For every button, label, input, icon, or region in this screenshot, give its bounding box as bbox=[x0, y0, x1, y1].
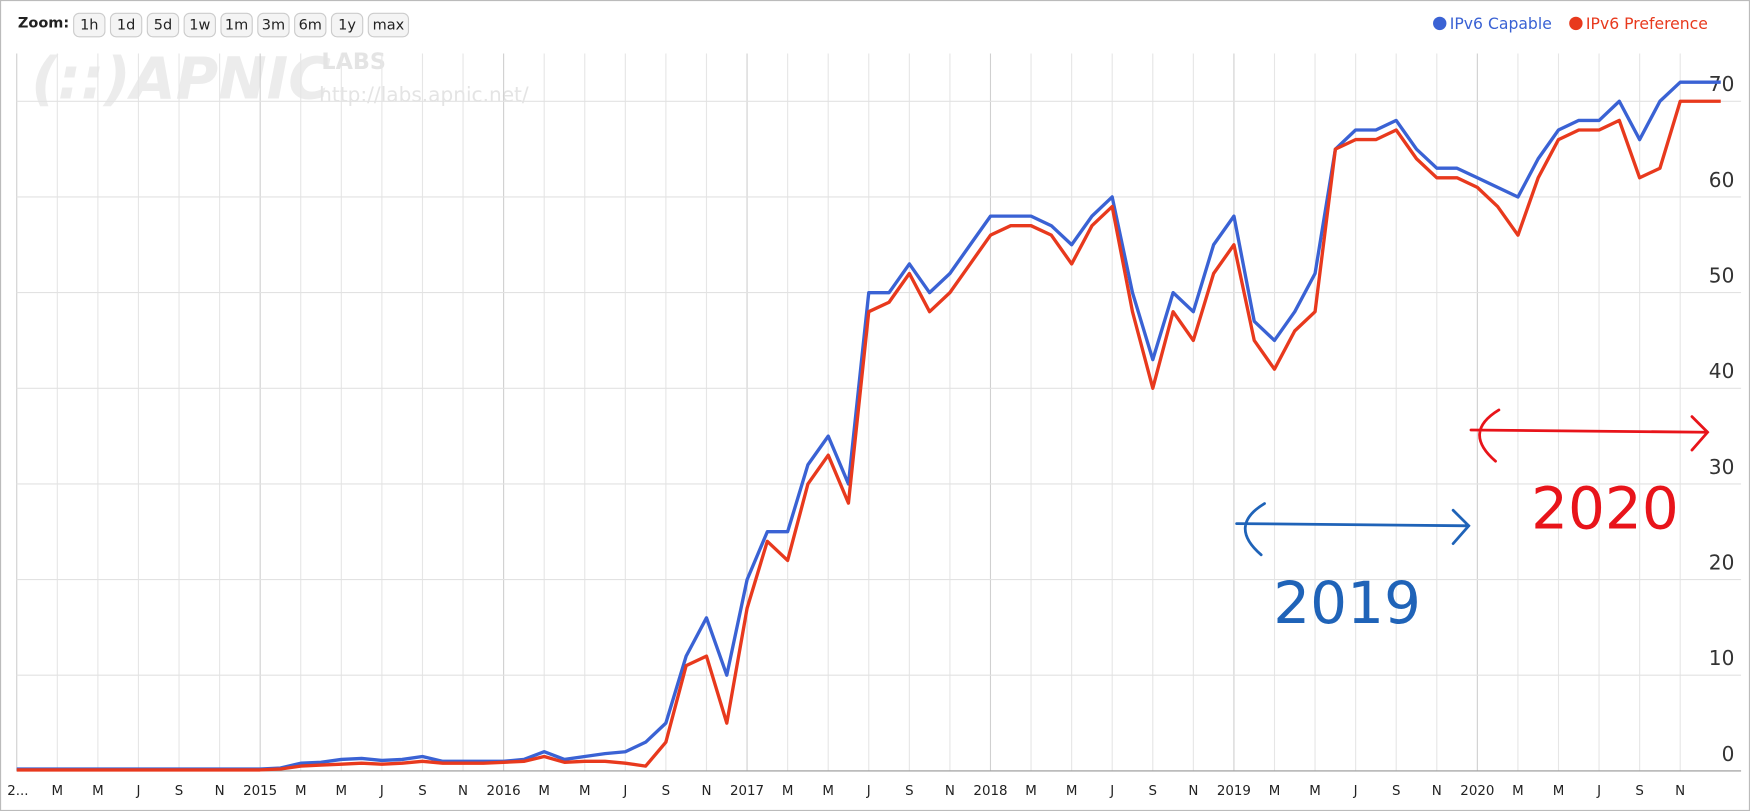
zoom-button[interactable]: 1w bbox=[183, 12, 216, 38]
y-tick-label: 50 bbox=[1709, 264, 1735, 288]
legend-marker bbox=[1569, 16, 1583, 31]
x-tick-label: M bbox=[782, 784, 794, 799]
zoom-button-label: 1m bbox=[225, 18, 248, 34]
zoom-button-bg bbox=[367, 12, 410, 38]
x-tick-label: S bbox=[1149, 784, 1158, 799]
x-tick-label: M bbox=[1512, 784, 1524, 799]
x-tick-label: S bbox=[175, 784, 184, 799]
x-tick-label: M bbox=[579, 784, 591, 799]
x-tick-label: N bbox=[458, 784, 468, 799]
zoom-button-bg bbox=[294, 12, 327, 38]
zoom-button-label: max bbox=[373, 18, 405, 34]
watermark-labs: LABS bbox=[321, 49, 386, 75]
annotation-arrow bbox=[1235, 502, 1471, 557]
zoom-button-bg bbox=[220, 12, 253, 38]
legend-label: IPv6 Capable bbox=[1450, 15, 1552, 33]
x-tick-label: J bbox=[1109, 784, 1114, 799]
x-tick-label: M bbox=[92, 784, 104, 799]
x-tick-label: J bbox=[622, 784, 627, 799]
x-tick-label: N bbox=[1432, 784, 1442, 799]
x-tick-label: 2... bbox=[7, 784, 28, 799]
x-tick-label: M bbox=[822, 784, 834, 799]
zoom-button[interactable]: 1d bbox=[109, 12, 143, 38]
series-line bbox=[16, 80, 1721, 771]
x-tick-label: N bbox=[1188, 784, 1198, 799]
x-tick-label: M bbox=[1025, 784, 1037, 799]
zoom-button[interactable]: 1m bbox=[220, 12, 253, 38]
x-tick-label: M bbox=[1553, 784, 1565, 799]
zoom-button-label: 5d bbox=[154, 18, 172, 34]
annotation-text: 2020 bbox=[1531, 475, 1679, 543]
x-tick-label: J bbox=[1596, 784, 1601, 799]
x-tick-label: J bbox=[1353, 784, 1358, 799]
x-tick-label: M bbox=[295, 784, 307, 799]
zoom-button-bg bbox=[183, 12, 216, 38]
zoom-button[interactable]: 6m bbox=[294, 12, 327, 38]
x-tick-label: J bbox=[379, 784, 384, 799]
x-tick-label: S bbox=[905, 784, 914, 799]
x-tick-label: M bbox=[538, 784, 550, 799]
y-tick-label: 0 bbox=[1722, 742, 1735, 766]
x-tick-label: 2019 bbox=[1217, 784, 1251, 799]
zoom-label: Zoom: bbox=[18, 15, 69, 31]
zoom-button[interactable]: max bbox=[367, 12, 410, 38]
y-tick-label: 40 bbox=[1709, 359, 1735, 383]
zoom-button-label: 1w bbox=[189, 18, 210, 34]
x-tick-label: S bbox=[662, 784, 671, 799]
annotation-text: 2019 bbox=[1273, 569, 1421, 637]
legend-label: IPv6 Preference bbox=[1586, 15, 1708, 33]
zoom-button-bg bbox=[146, 12, 180, 38]
y-tick-label: 20 bbox=[1709, 550, 1735, 574]
x-tick-label: N bbox=[1675, 784, 1685, 799]
watermark-logo: (::)APNIC bbox=[31, 45, 331, 113]
zoom-button-bg bbox=[73, 12, 106, 38]
x-tick-label: M bbox=[1269, 784, 1281, 799]
zoom-button-label: 1h bbox=[80, 18, 98, 34]
watermark-url: http://labs.apnic.net/ bbox=[319, 82, 529, 106]
y-tick-label: 30 bbox=[1709, 455, 1735, 479]
x-tick-label: 2017 bbox=[730, 784, 764, 799]
x-tick-label: M bbox=[1066, 784, 1078, 799]
x-tick-label: S bbox=[418, 784, 427, 799]
x-tick-label: N bbox=[701, 784, 711, 799]
series-line bbox=[16, 99, 1721, 772]
zoom-button[interactable]: 5d bbox=[146, 12, 180, 38]
x-tick-label: N bbox=[945, 784, 955, 799]
y-tick-label: 60 bbox=[1709, 168, 1735, 192]
zoom-button-label: 1d bbox=[117, 18, 135, 34]
zoom-button[interactable]: 1y bbox=[330, 12, 364, 38]
x-tick-label: 2015 bbox=[243, 784, 277, 799]
zoom-button-bg bbox=[257, 12, 290, 38]
zoom-button-label: 3m bbox=[262, 18, 285, 34]
zoom-button[interactable]: 1h bbox=[73, 12, 106, 38]
x-tick-label: M bbox=[52, 784, 64, 799]
zoom-button-label: 6m bbox=[299, 18, 322, 34]
x-tick-label: S bbox=[1392, 784, 1401, 799]
x-tick-label: 2016 bbox=[487, 784, 521, 799]
x-tick-label: J bbox=[866, 784, 871, 799]
x-tick-label: M bbox=[1309, 784, 1321, 799]
x-tick-label: S bbox=[1635, 784, 1644, 799]
y-tick-label: 10 bbox=[1709, 646, 1735, 670]
y-tick-label: 70 bbox=[1709, 72, 1735, 96]
zoom-button-bg bbox=[109, 12, 143, 38]
zoom-button-label: 1y bbox=[338, 18, 356, 34]
x-tick-label: N bbox=[215, 784, 225, 799]
annotation-arrow bbox=[1469, 408, 1710, 463]
zoom-button-bg bbox=[330, 12, 364, 38]
x-tick-label: J bbox=[135, 784, 140, 799]
x-tick-label: 2020 bbox=[1460, 784, 1494, 799]
x-tick-label: M bbox=[336, 784, 348, 799]
zoom-button[interactable]: 3m bbox=[257, 12, 290, 38]
x-tick-label: 2018 bbox=[973, 784, 1007, 799]
legend-marker bbox=[1433, 16, 1447, 31]
